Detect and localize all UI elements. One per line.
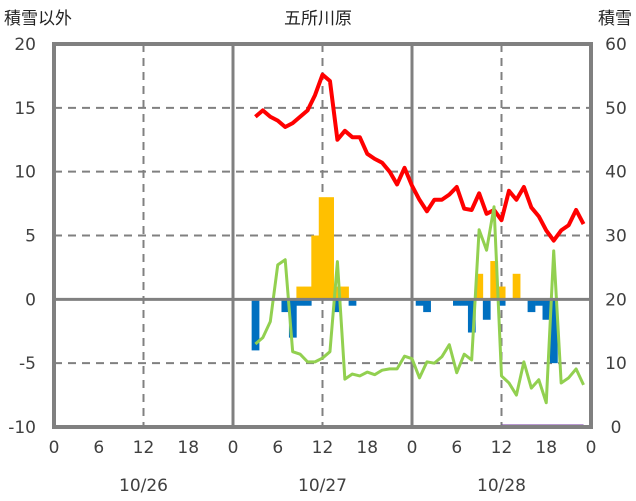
blue-bar-bar (333, 299, 342, 313)
blue-bar-bar (460, 299, 469, 306)
y-left-tick-label: 15 (14, 99, 36, 119)
date-label: 10/26 (119, 476, 168, 496)
blue-bar-bar (303, 299, 312, 306)
red-line (254, 72, 586, 243)
y-right-tick-label: 40 (605, 163, 627, 183)
blue-bar-bar (497, 299, 506, 306)
x-tick-label: 18 (177, 438, 199, 458)
blue-bar-bar (296, 299, 305, 306)
x-tick-label: 18 (535, 438, 557, 458)
y-right-tick-label: 0 (611, 418, 622, 438)
x-tick-label: 0 (407, 438, 418, 458)
orange-bar-bar (333, 286, 342, 300)
x-tick-label: 6 (93, 438, 104, 458)
blue-bar-bar (549, 299, 558, 364)
blue-bar-bar (467, 299, 476, 333)
orange-bar-bar (341, 286, 349, 300)
x-tick-label: 6 (272, 438, 283, 458)
blue-bar-bar (482, 299, 491, 320)
blue-bar-bar (453, 299, 461, 306)
date-label: 10/27 (298, 476, 347, 496)
orange-bar-bar (326, 197, 334, 300)
y-left-tick-label: -5 (19, 354, 36, 374)
y-left-tick-label: 5 (25, 227, 36, 247)
orange-bar-bar (303, 286, 312, 300)
orange-bar-bar (512, 273, 521, 300)
y-left-tick-label: 0 (25, 290, 36, 310)
x-tick-label: 12 (312, 438, 334, 458)
orange-bar-bar (318, 197, 327, 300)
date-label: 10/28 (477, 476, 526, 496)
x-tick-label: 12 (491, 438, 513, 458)
x-tick-label: 0 (228, 438, 239, 458)
lines (254, 72, 586, 428)
y-right-tick-label: 50 (605, 99, 627, 119)
chart-title: 五所川原 (284, 9, 352, 29)
y-right-tick-label: 20 (605, 290, 627, 310)
green-line (254, 205, 585, 405)
orange-bar-bar (497, 286, 506, 300)
y-right-tick-label: 10 (605, 354, 627, 374)
blue-bar-bar (288, 299, 297, 338)
plot-border (52, 42, 593, 429)
orange-bar-bar (311, 235, 320, 300)
blue-bar-bar (423, 299, 431, 313)
y-left-tick-label: -10 (8, 418, 36, 438)
y-right-tick-label: 30 (605, 227, 627, 247)
left-axis-title: 積雪以外 (4, 9, 72, 29)
blue-bar-bar (542, 299, 551, 320)
blue-bar-bar (281, 299, 290, 313)
y-right-tick-label: 60 (605, 35, 627, 55)
blue-bar-bar (415, 299, 424, 306)
right-axis-title: 積雪 (598, 9, 632, 29)
orange-bar-bar (296, 286, 305, 300)
y-left-tick-label: 10 (14, 163, 36, 183)
blue-bar-bar (251, 299, 260, 351)
orange-bar-bar (475, 273, 484, 300)
y-left-tick-label: 20 (14, 35, 36, 55)
x-tick-label: 0 (49, 438, 60, 458)
x-tick-label: 12 (133, 438, 155, 458)
blue-bar-bar (348, 299, 357, 306)
blue-bar-bar (527, 299, 536, 313)
x-tick-label: 0 (586, 438, 597, 458)
x-tick-label: 18 (356, 438, 378, 458)
blue-bar-bar (535, 299, 543, 306)
x-tick-label: 6 (451, 438, 462, 458)
orange-bar-bar (490, 261, 499, 300)
grid (54, 44, 591, 427)
bars (251, 197, 558, 364)
